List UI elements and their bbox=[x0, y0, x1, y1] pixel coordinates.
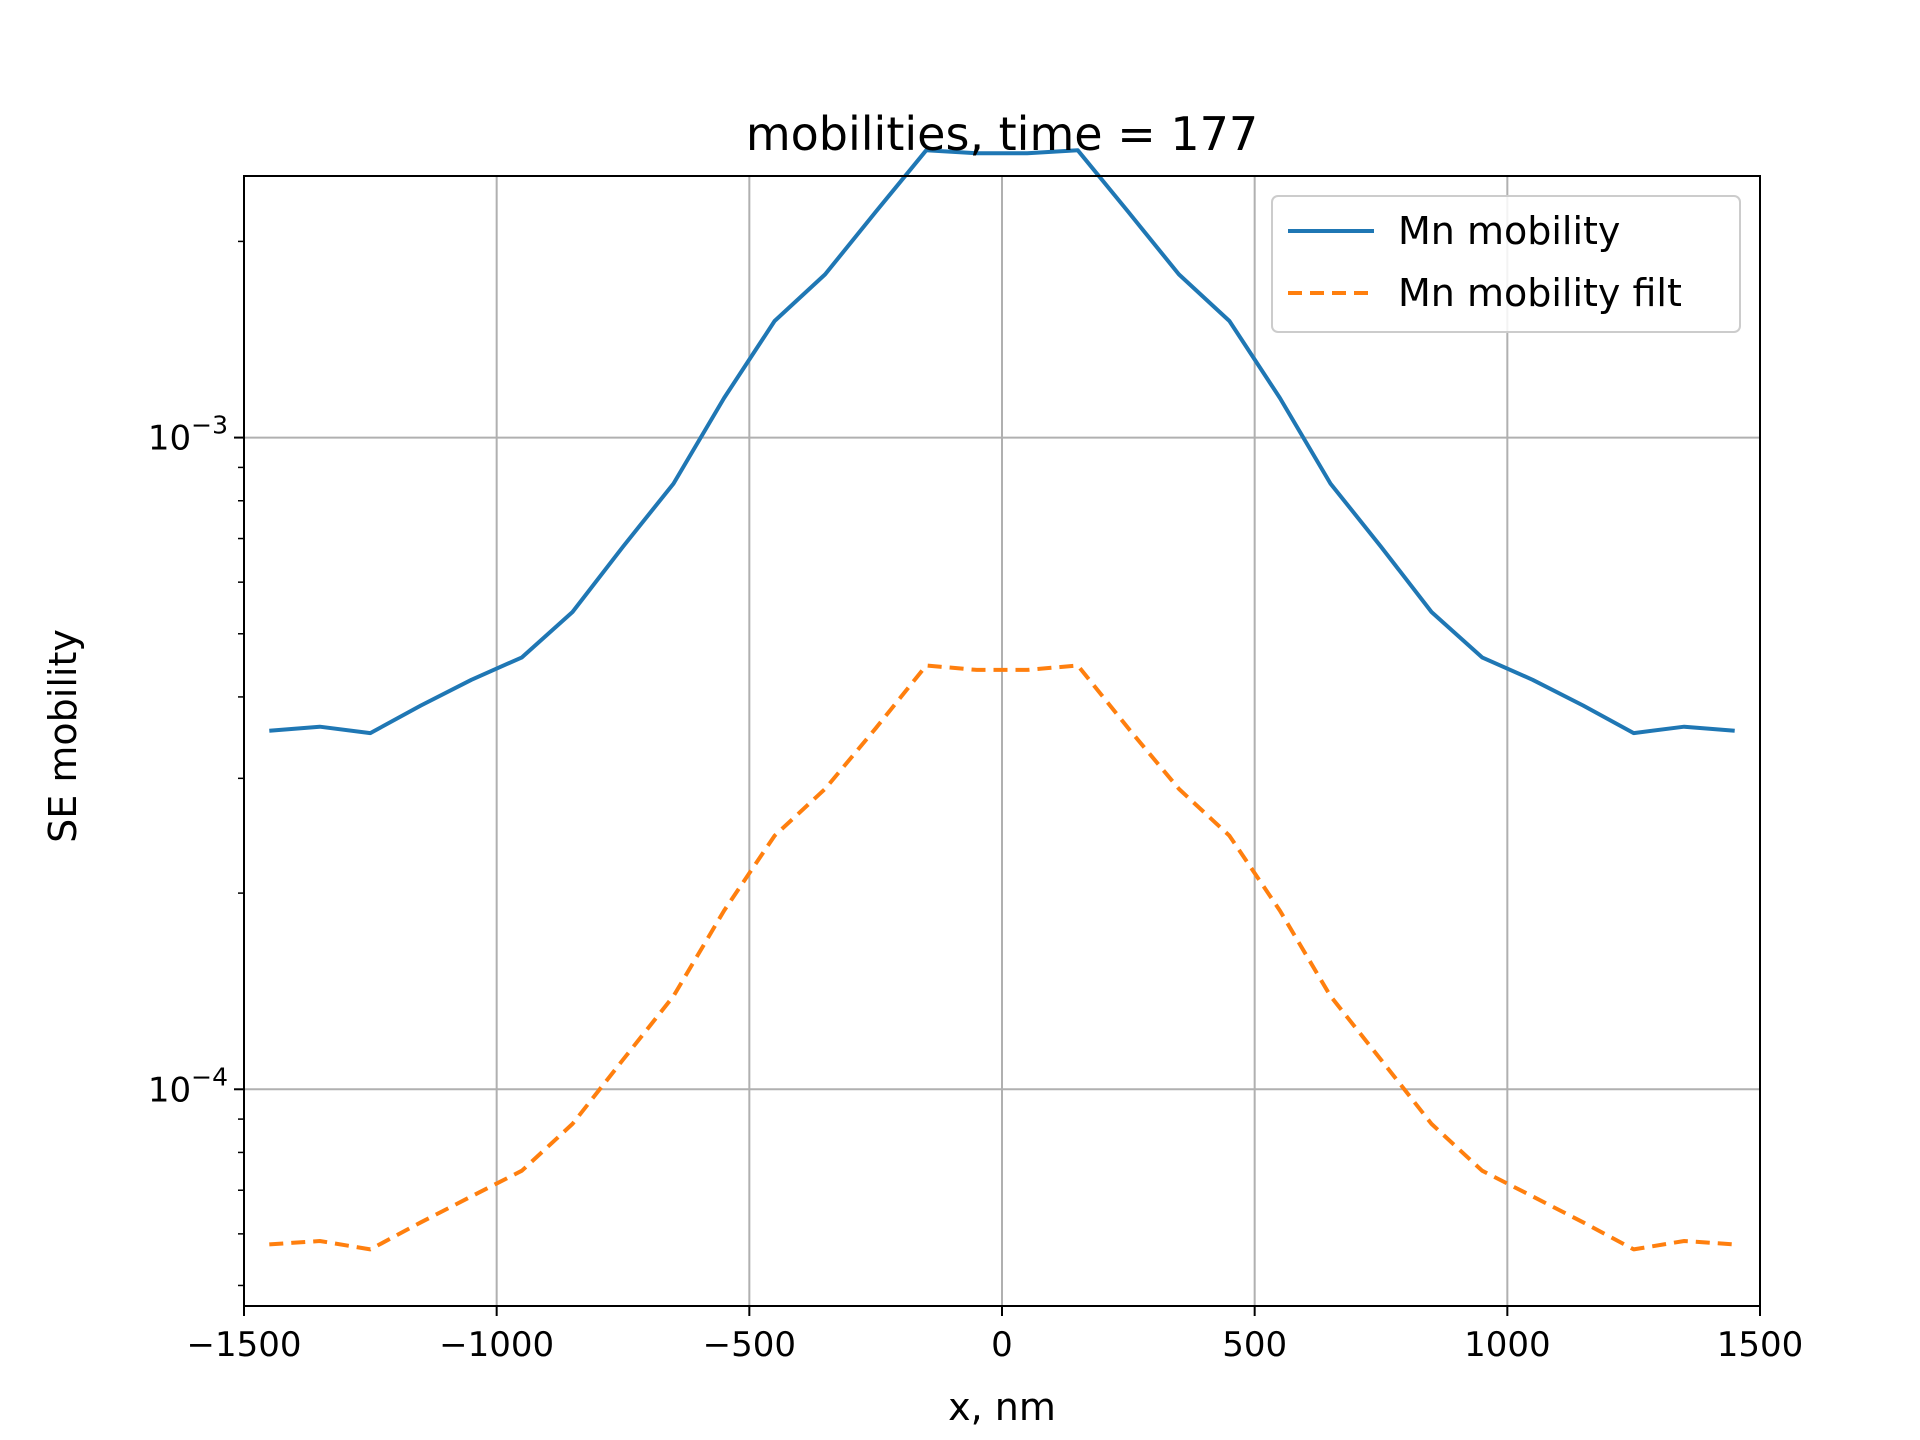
series-line-1 bbox=[269, 148, 1735, 736]
x-axis-label: x, nm bbox=[948, 1385, 1056, 1429]
series-lines bbox=[269, 148, 1735, 1252]
y-tick-label: 10−4 bbox=[148, 1062, 228, 1110]
x-tick-label: 1000 bbox=[1464, 1325, 1551, 1365]
x-tick-label: −1000 bbox=[439, 1325, 554, 1365]
x-tick-label: 0 bbox=[991, 1325, 1013, 1365]
series-line-2 bbox=[269, 663, 1735, 1252]
x-tick-label: −500 bbox=[703, 1325, 796, 1365]
y-axis-label: SE mobility bbox=[41, 629, 85, 843]
chart-title: mobilities, time = 177 bbox=[746, 107, 1258, 161]
legend-box bbox=[1271, 195, 1741, 333]
x-tick-label: −1500 bbox=[186, 1325, 301, 1365]
legend-label-2: Mn mobility filt bbox=[1398, 271, 1682, 315]
x-tick-label: 500 bbox=[1222, 1325, 1287, 1365]
legend: Mn mobility Mn mobility filt bbox=[1271, 195, 1741, 333]
axis-ticks: −1500 −1000 −500 0 500 1000 1500 10−3 10−4 bbox=[148, 240, 1804, 1365]
x-tick-label: 1500 bbox=[1717, 1325, 1804, 1365]
legend-label-1: Mn mobility bbox=[1398, 209, 1620, 253]
y-tick-label: 10−3 bbox=[148, 411, 228, 459]
